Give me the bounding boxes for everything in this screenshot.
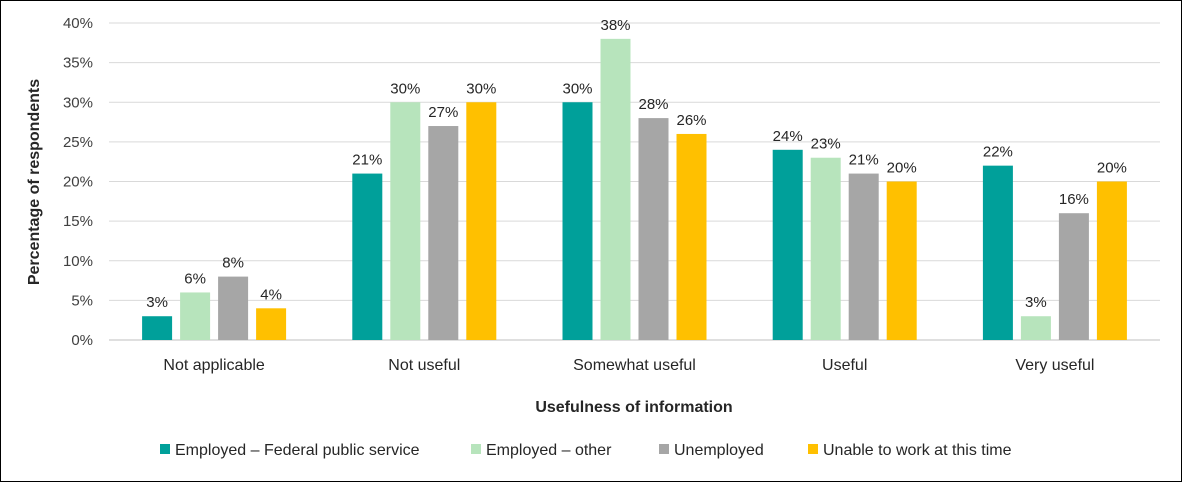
bar — [886, 181, 917, 340]
bar — [562, 102, 593, 340]
y-tick-label: 10% — [63, 253, 93, 270]
data-label: 30% — [466, 80, 496, 97]
data-label: 21% — [849, 152, 879, 169]
y-tick-label: 15% — [63, 213, 93, 230]
legend-label: Unemployed — [674, 442, 764, 459]
legend-swatch — [471, 444, 481, 454]
y-axis-title: Percentage of respondents — [26, 79, 43, 285]
data-label: 23% — [811, 136, 841, 153]
y-tick-label: 25% — [63, 134, 93, 151]
bar — [1096, 181, 1127, 340]
data-label: 26% — [676, 112, 706, 129]
bar — [982, 165, 1013, 340]
data-label: 21% — [352, 152, 382, 169]
data-label: 8% — [222, 255, 244, 272]
data-label: 30% — [562, 80, 592, 97]
bar — [352, 173, 383, 340]
x-category-label: Not applicable — [163, 357, 265, 374]
bar — [142, 316, 173, 340]
data-labels: 3% 6% 8% 4% 21% 30% 27% 30% 30% 38% 28% 26% 24% 23% 21… — [146, 17, 1127, 311]
bar — [1020, 316, 1051, 340]
bar — [600, 38, 631, 340]
y-tick-label: 30% — [63, 94, 93, 111]
bar — [848, 173, 879, 340]
bar — [638, 118, 669, 340]
x-category-label: Useful — [822, 357, 867, 374]
data-label: 3% — [1025, 294, 1047, 311]
y-tick-label: 35% — [63, 55, 93, 72]
x-axis-categories: Not applicable Not useful Somewhat useful U… — [163, 357, 1094, 374]
data-label: 20% — [1097, 160, 1127, 177]
bar — [772, 149, 803, 340]
y-tick-label: 40% — [63, 15, 93, 32]
data-label: 28% — [638, 96, 668, 113]
bar — [180, 292, 211, 340]
bar — [810, 157, 841, 340]
legend-item: Unemployed — [659, 442, 764, 459]
data-label: 16% — [1059, 191, 1089, 208]
legend-swatch — [659, 444, 669, 454]
legend-swatch — [808, 444, 818, 454]
legend-label: Employed – Federal public service — [175, 442, 420, 459]
bar — [218, 276, 249, 340]
bar — [1058, 213, 1089, 340]
legend-item: Employed – other — [471, 442, 612, 459]
bar — [466, 102, 497, 340]
legend-item: Unable to work at this time — [808, 442, 1012, 459]
data-label: 38% — [600, 17, 630, 34]
bar — [256, 308, 287, 340]
bar — [390, 102, 421, 340]
legend-swatch — [160, 444, 170, 454]
data-label: 24% — [773, 128, 803, 145]
x-category-label: Not useful — [388, 357, 460, 374]
bars — [142, 38, 1127, 341]
bar — [676, 133, 707, 340]
data-label: 22% — [983, 144, 1013, 161]
legend: Employed – Federal public service Employe… — [160, 442, 1012, 459]
data-label: 27% — [428, 104, 458, 121]
data-label: 30% — [390, 80, 420, 97]
y-axis-ticks: 0% 5% 10% 15% 20% 25% 30% 35% 40% — [63, 15, 93, 349]
y-tick-label: 5% — [71, 292, 93, 309]
legend-label: Employed – other — [486, 442, 612, 459]
y-tick-label: 0% — [71, 332, 93, 349]
data-label: 4% — [260, 286, 282, 303]
data-label: 3% — [146, 294, 168, 311]
data-label: 20% — [887, 160, 917, 177]
legend-item: Employed – Federal public service — [160, 442, 420, 459]
legend-label: Unable to work at this time — [823, 442, 1012, 459]
bar — [428, 126, 459, 341]
data-label: 6% — [184, 270, 206, 287]
x-category-label: Very useful — [1015, 357, 1094, 374]
x-axis-title: Usefulness of information — [535, 399, 732, 416]
x-category-label: Somewhat useful — [573, 357, 696, 374]
y-tick-label: 20% — [63, 174, 93, 191]
